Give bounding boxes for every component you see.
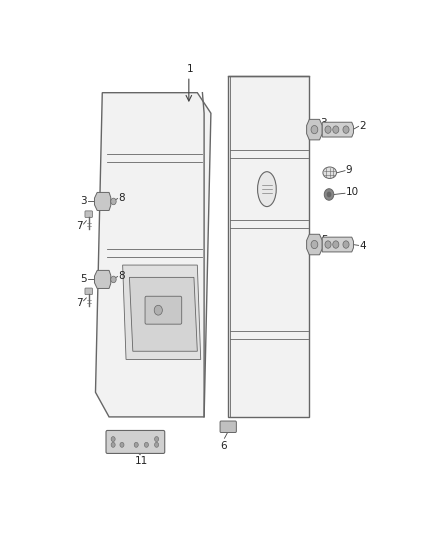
Circle shape [325, 126, 331, 133]
Polygon shape [95, 192, 111, 211]
Text: 11: 11 [134, 456, 148, 466]
Text: 8: 8 [118, 193, 125, 203]
Polygon shape [95, 270, 111, 288]
Polygon shape [95, 93, 211, 417]
Text: 1: 1 [187, 64, 194, 74]
Text: 5: 5 [80, 274, 87, 285]
Text: 3: 3 [320, 118, 327, 128]
Circle shape [111, 198, 116, 205]
Circle shape [155, 442, 159, 447]
Text: 6: 6 [220, 441, 227, 451]
Ellipse shape [258, 172, 276, 207]
Text: 10: 10 [346, 188, 359, 197]
FancyBboxPatch shape [145, 296, 182, 324]
Circle shape [343, 126, 349, 133]
Polygon shape [130, 277, 197, 351]
Text: 9: 9 [346, 165, 352, 175]
Circle shape [327, 191, 332, 197]
Circle shape [333, 241, 339, 248]
Circle shape [134, 442, 138, 447]
Circle shape [333, 126, 339, 133]
Circle shape [311, 240, 318, 248]
Circle shape [343, 241, 349, 248]
Polygon shape [307, 119, 322, 140]
Text: 8: 8 [118, 271, 125, 281]
FancyBboxPatch shape [220, 421, 237, 432]
Circle shape [325, 241, 331, 248]
Text: 5: 5 [321, 235, 328, 245]
Text: 2: 2 [359, 120, 366, 131]
Polygon shape [322, 122, 353, 137]
Circle shape [111, 276, 116, 282]
Circle shape [111, 442, 115, 447]
Circle shape [145, 442, 148, 447]
Circle shape [111, 437, 115, 441]
Ellipse shape [323, 167, 336, 179]
Polygon shape [123, 265, 201, 359]
Polygon shape [322, 237, 353, 252]
Circle shape [154, 305, 162, 315]
Polygon shape [228, 76, 309, 417]
Circle shape [155, 437, 159, 441]
FancyBboxPatch shape [85, 211, 92, 217]
Circle shape [311, 126, 318, 134]
FancyBboxPatch shape [85, 288, 92, 295]
Text: 3: 3 [80, 197, 87, 206]
Polygon shape [307, 235, 322, 255]
Text: 7: 7 [76, 298, 83, 308]
Circle shape [120, 442, 124, 447]
Circle shape [324, 189, 334, 200]
Text: 7: 7 [76, 221, 83, 231]
FancyBboxPatch shape [106, 431, 165, 454]
Text: 4: 4 [359, 241, 366, 251]
